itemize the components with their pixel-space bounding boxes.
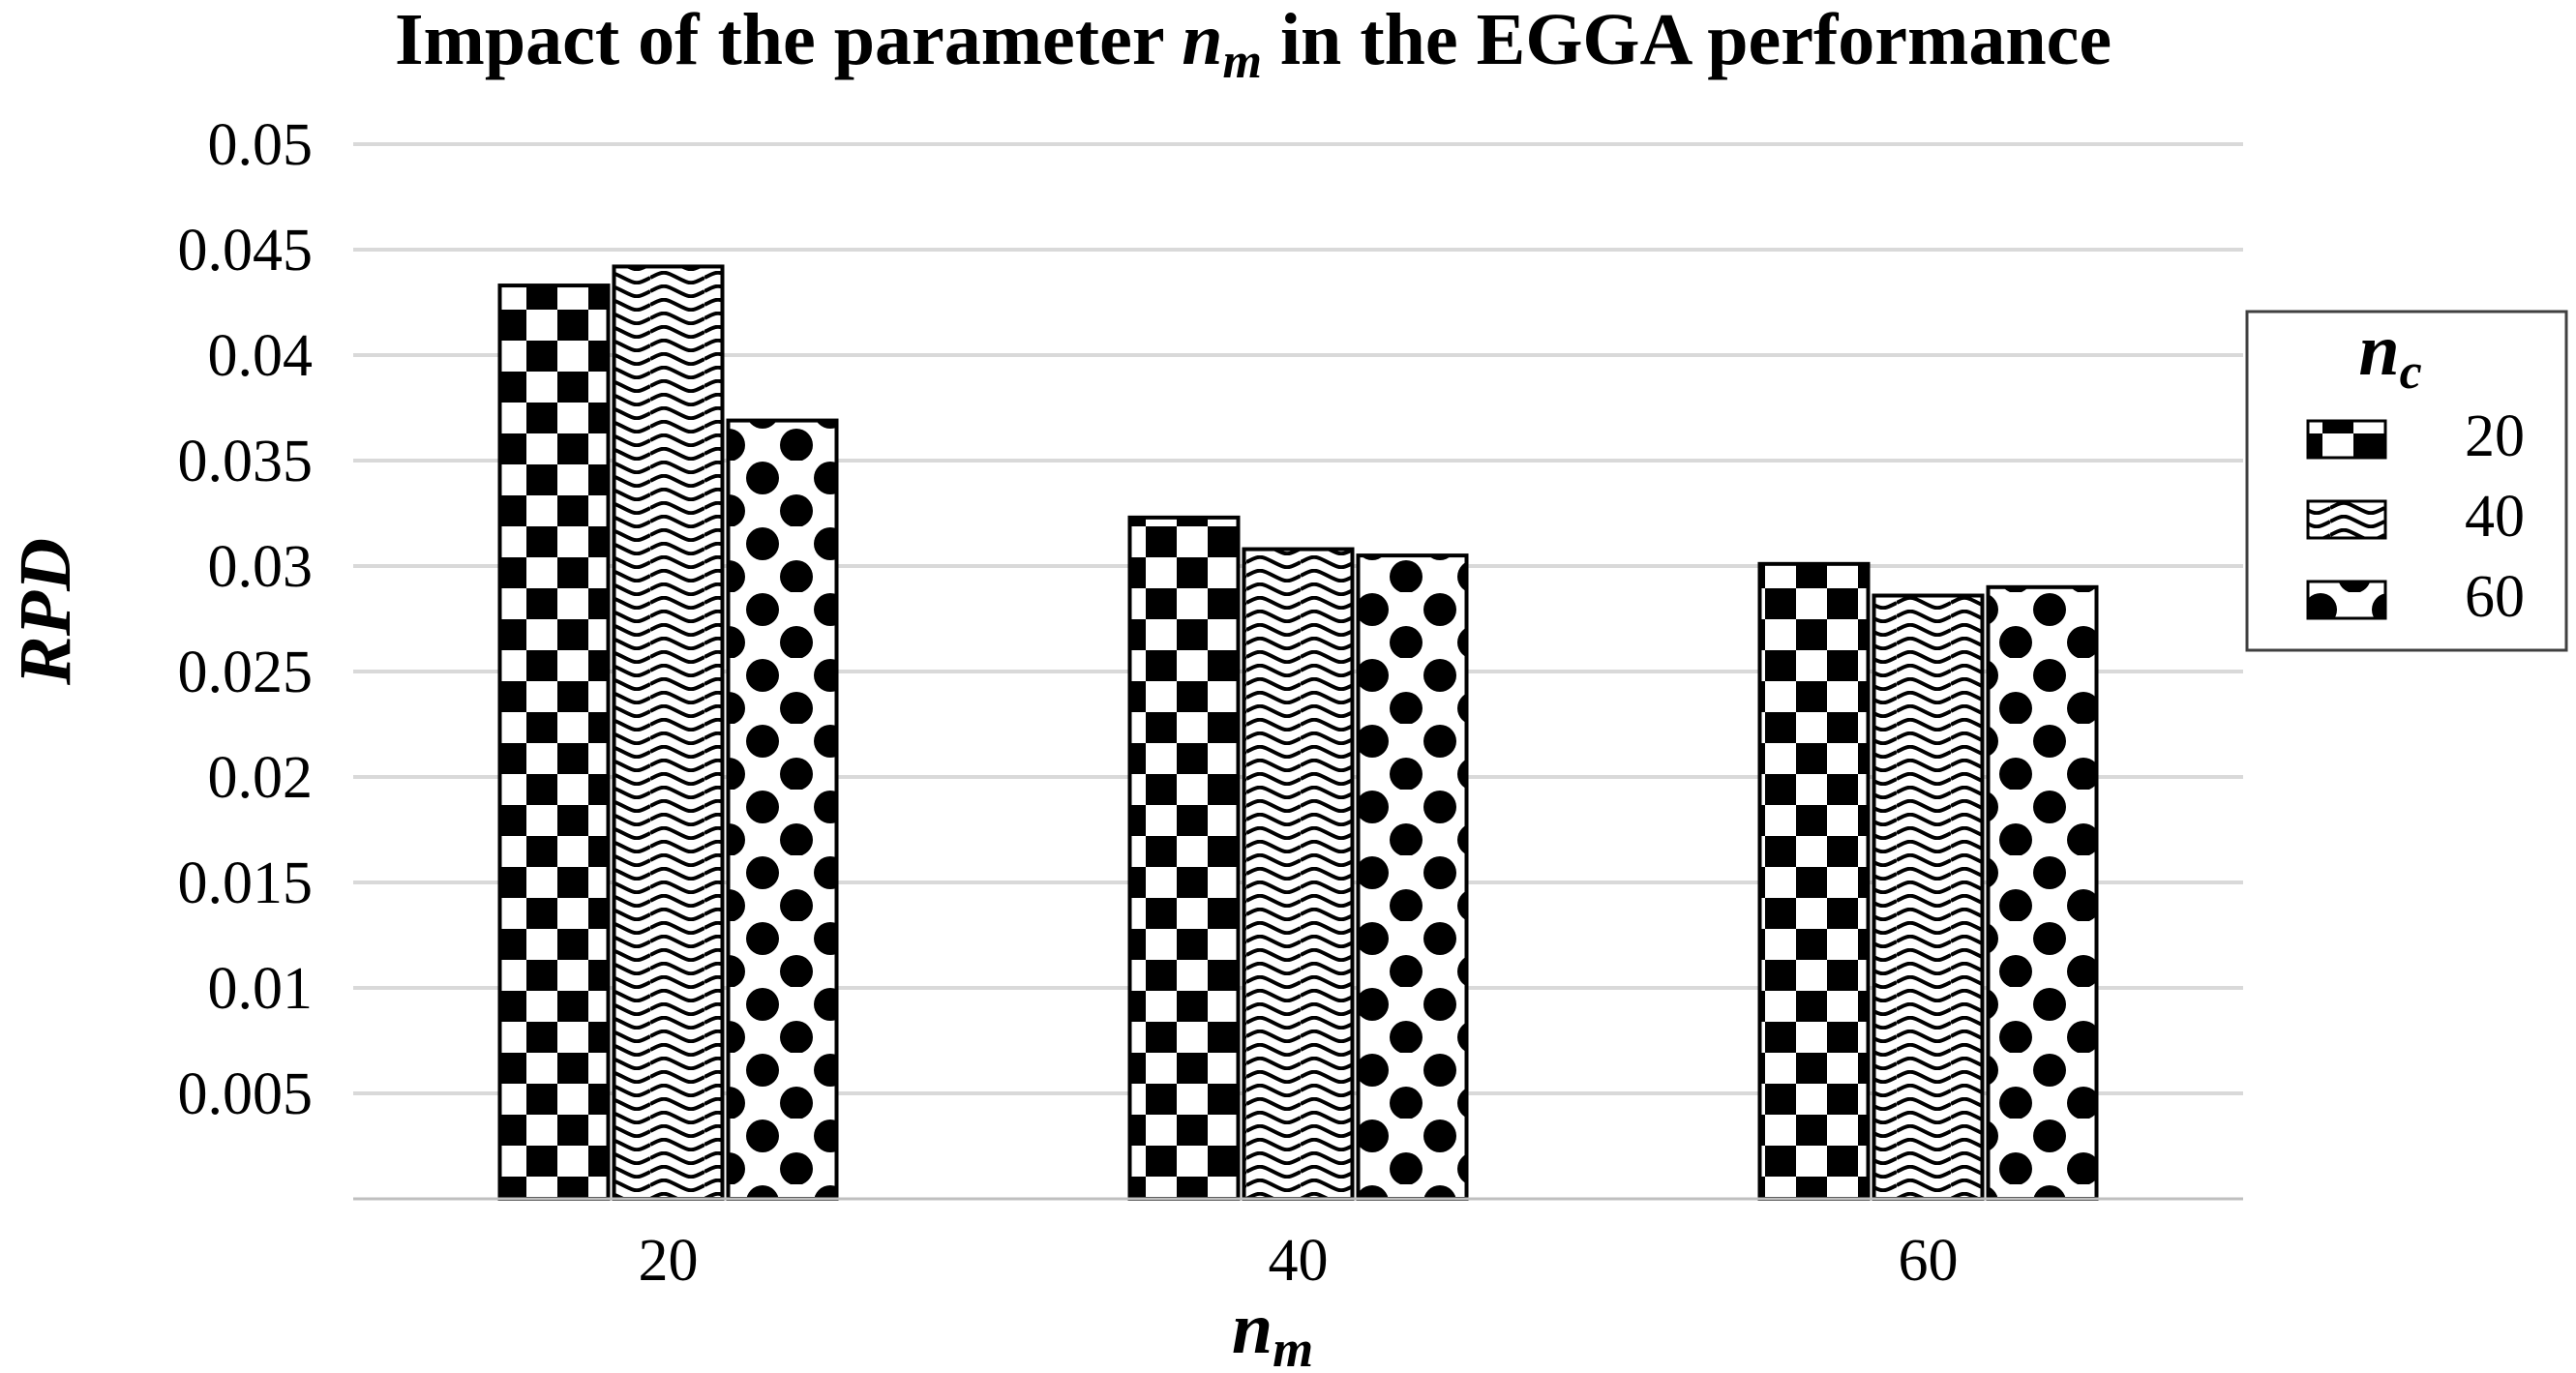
y-tick-label: 0.045	[178, 218, 314, 284]
y-tick-label: 0.025	[178, 640, 314, 705]
legend-swatch-40	[2306, 499, 2387, 540]
bar-nc20-nm20	[497, 284, 611, 1201]
legend-label-20: 20	[2465, 403, 2525, 469]
y-tick-label: 0.015	[178, 851, 314, 916]
bar-nc20-nm40	[1127, 515, 1241, 1201]
bar-nc40-nm40	[1242, 547, 1355, 1201]
x-tick-label: 60	[1899, 1228, 1959, 1294]
y-axis-title: RPD	[5, 538, 86, 686]
chart-title-var: n	[1182, 0, 1222, 80]
chart-title-prefix: Impact of the parameter	[395, 0, 1182, 80]
y-tick-label: 0.03	[208, 534, 314, 600]
legend-title: nc	[2358, 310, 2421, 400]
bar-nc40-nm60	[1872, 593, 1985, 1201]
bar-nc20-nm60	[1757, 561, 1871, 1201]
legend-frame	[2245, 310, 2568, 652]
x-tick-label: 40	[1269, 1228, 1329, 1294]
legend-swatch-20	[2306, 419, 2387, 460]
bar-nc40-nm20	[612, 264, 725, 1201]
legend: nc 20 40 60	[2245, 310, 2568, 652]
y-tick-label: 0.005	[178, 1061, 314, 1127]
legend-swatch-60	[2306, 580, 2387, 620]
x-axis-ticks: 20 40 60	[639, 1228, 1959, 1294]
x-axis-title: nm	[1232, 1288, 1313, 1373]
chart-title-suffix: in the EGGA performance	[1262, 0, 2112, 80]
y-tick-label: 0.035	[178, 429, 314, 494]
y-tick-label: 0.05	[208, 112, 314, 178]
y-tick-label: 0.04	[208, 323, 314, 389]
bar-nc60-nm20	[726, 418, 839, 1201]
legend-title-sub: c	[2400, 344, 2422, 400]
chart-title-sub: m	[1222, 34, 1261, 89]
bar-nc60-nm40	[1356, 553, 1469, 1201]
y-axis-ticks: 0.005 0.01 0.015 0.02 0.025 0.03 0.035 0.04 0.04…	[178, 112, 314, 1127]
chart-title: Impact of the parameter nm in the EGGA p…	[395, 0, 2112, 89]
legend-label-60: 60	[2465, 564, 2525, 630]
legend-title-var: n	[2358, 310, 2399, 391]
legend-items: 20 40 60	[2306, 403, 2525, 630]
y-tick-label: 0.01	[208, 956, 314, 1022]
bars	[497, 264, 2099, 1201]
x-axis-title-sub: m	[1273, 1320, 1313, 1373]
y-tick-label: 0.02	[208, 745, 314, 811]
legend-label-40: 40	[2465, 484, 2525, 550]
x-axis-title-var: n	[1232, 1288, 1273, 1369]
x-tick-label: 20	[639, 1228, 699, 1294]
bar-nc60-nm60	[1986, 584, 2099, 1201]
